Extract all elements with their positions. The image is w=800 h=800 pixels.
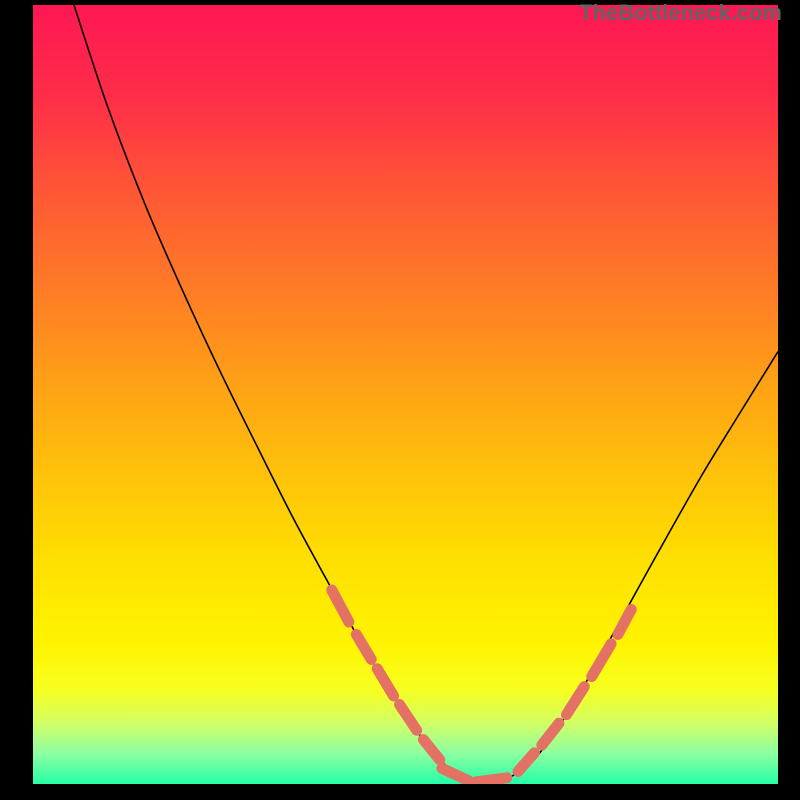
dash-segment [477,778,507,782]
dash-segment [423,740,439,760]
chart-stage: TheBottleneck.com [0,0,800,800]
dash-segment [356,634,371,659]
dash-segment [566,687,584,715]
dash-segment [618,610,631,635]
dash-right-arm [518,610,631,772]
dash-left-arm [332,590,440,760]
dash-segment [377,669,393,696]
dash-segment [400,705,417,731]
plot-area [33,5,778,784]
curve-right [499,352,778,783]
dash-segment [442,768,469,780]
dash-segment [332,590,349,622]
dash-segment [542,723,559,745]
dash-bottom [442,768,507,781]
curve-left [74,5,473,782]
dash-segment [592,644,611,677]
curve-overlay [33,5,778,784]
dash-segment [518,753,534,772]
